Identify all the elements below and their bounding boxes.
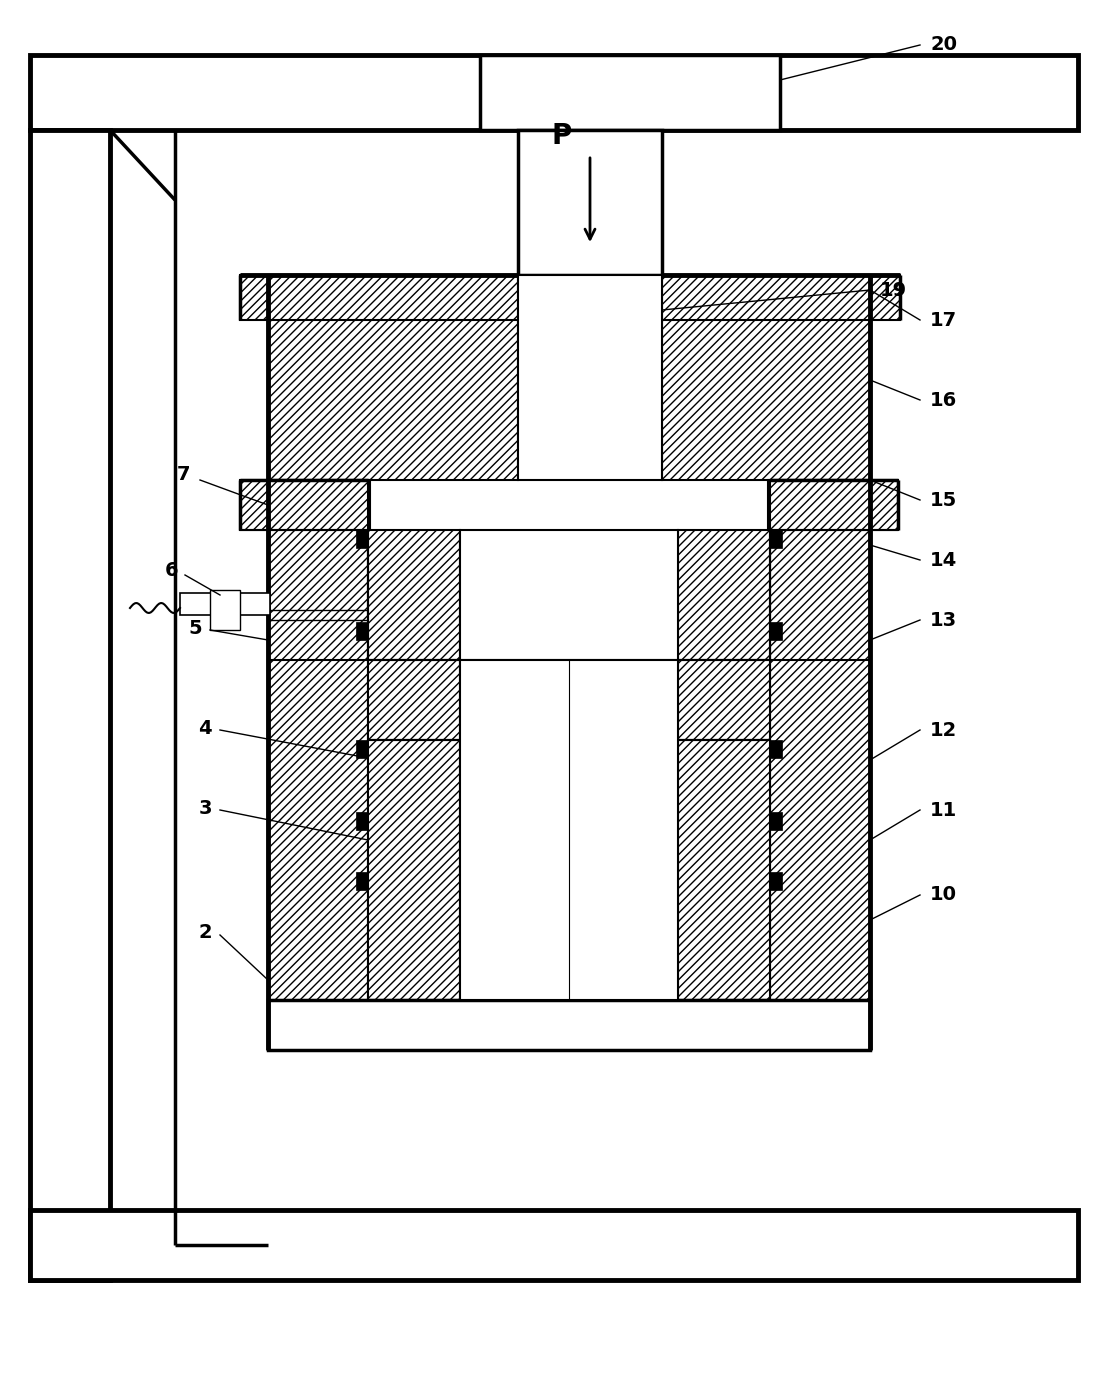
- Text: P: P: [552, 122, 572, 149]
- Text: 4: 4: [198, 718, 212, 738]
- Text: 19: 19: [880, 281, 907, 299]
- Bar: [480, 54, 780, 130]
- Bar: [268, 659, 368, 1000]
- Bar: [662, 275, 900, 320]
- Bar: [268, 1000, 870, 1051]
- Bar: [770, 812, 782, 830]
- Bar: [356, 872, 368, 890]
- Text: 20: 20: [930, 35, 957, 54]
- Bar: [770, 659, 870, 1000]
- Bar: [518, 275, 662, 481]
- Bar: [356, 740, 368, 759]
- Text: 10: 10: [930, 886, 957, 904]
- Text: 16: 16: [930, 391, 958, 409]
- Bar: [678, 529, 770, 659]
- Bar: [770, 622, 782, 640]
- Bar: [368, 659, 460, 740]
- Bar: [770, 529, 782, 548]
- Bar: [30, 130, 109, 1280]
- Text: 5: 5: [188, 619, 202, 637]
- Bar: [210, 590, 240, 630]
- Text: 3: 3: [198, 799, 212, 817]
- Bar: [368, 740, 460, 1000]
- Bar: [770, 872, 782, 890]
- Bar: [460, 529, 678, 659]
- Bar: [770, 481, 870, 840]
- Bar: [768, 481, 898, 529]
- Bar: [180, 592, 270, 615]
- Bar: [678, 659, 770, 740]
- Bar: [460, 659, 678, 1000]
- Text: 6: 6: [165, 560, 178, 580]
- Text: 11: 11: [930, 800, 958, 820]
- Bar: [770, 740, 782, 759]
- Text: 2: 2: [198, 923, 212, 943]
- Text: 17: 17: [930, 310, 957, 330]
- Bar: [662, 275, 870, 481]
- Bar: [30, 54, 1078, 130]
- Bar: [268, 275, 518, 481]
- Text: 12: 12: [930, 721, 958, 739]
- Bar: [678, 740, 770, 1000]
- Bar: [240, 481, 371, 529]
- Bar: [240, 275, 518, 320]
- Text: 7: 7: [177, 465, 190, 485]
- Bar: [356, 529, 368, 548]
- Text: 13: 13: [930, 610, 957, 630]
- Bar: [30, 1210, 1078, 1280]
- Bar: [518, 130, 662, 275]
- Text: 15: 15: [930, 490, 958, 510]
- Bar: [356, 812, 368, 830]
- Text: 14: 14: [930, 550, 958, 570]
- Bar: [268, 481, 368, 840]
- Bar: [356, 622, 368, 640]
- Bar: [368, 529, 460, 659]
